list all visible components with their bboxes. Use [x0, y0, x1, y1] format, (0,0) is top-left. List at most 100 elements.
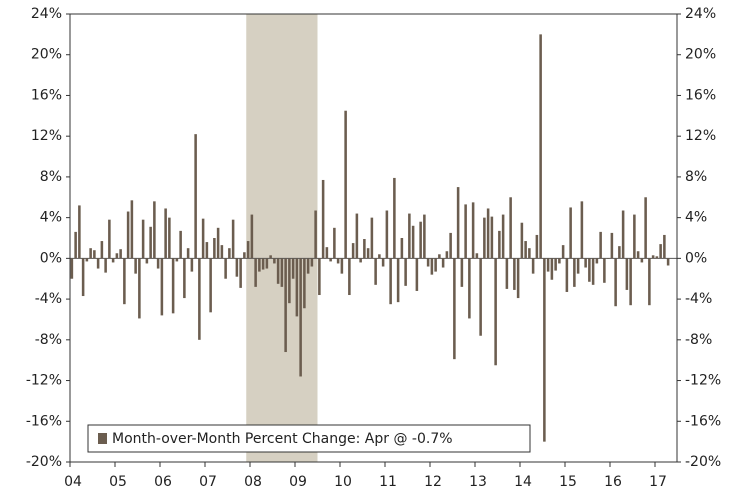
bar — [280, 258, 284, 287]
bar — [108, 219, 111, 259]
bar — [336, 258, 340, 264]
bar — [115, 253, 119, 259]
y-tick-label: -4% — [35, 291, 62, 307]
x-tick-label: 14 — [514, 474, 532, 490]
bar — [254, 258, 257, 287]
legend-swatch — [98, 433, 107, 444]
bar — [209, 258, 212, 313]
bar — [655, 256, 659, 259]
bar — [468, 258, 471, 319]
bar — [243, 252, 246, 259]
bar — [659, 244, 662, 259]
legend-label: Month-over-Month Percent Change: Apr @ -… — [112, 431, 453, 447]
y2-tick-label: -12% — [685, 373, 721, 389]
bar — [138, 258, 141, 319]
bar — [666, 258, 670, 266]
bar — [153, 201, 156, 259]
bar — [340, 258, 344, 274]
bar — [89, 248, 92, 259]
x-tick-label: 17 — [649, 474, 667, 490]
y-tick-label: 4% — [40, 210, 62, 226]
bar — [126, 211, 130, 259]
bar — [288, 258, 291, 304]
bar — [389, 258, 392, 305]
bar — [149, 226, 152, 259]
bar — [419, 221, 422, 259]
bar — [70, 258, 74, 279]
y-tick-label: 0% — [40, 250, 62, 266]
bar — [648, 258, 651, 306]
bar — [599, 231, 602, 259]
bar — [426, 258, 430, 267]
bar — [295, 258, 299, 317]
y2-tick-label: 8% — [685, 169, 707, 185]
bar — [348, 258, 351, 296]
bar — [588, 258, 591, 282]
bar — [561, 245, 565, 259]
bar — [509, 197, 512, 259]
bar — [573, 258, 576, 287]
plot-frame — [69, 13, 678, 463]
bar — [374, 258, 377, 285]
bar — [355, 213, 359, 259]
bar — [246, 241, 250, 259]
y2-tick-label: 24% — [685, 6, 716, 22]
bar — [546, 258, 550, 272]
bar — [471, 202, 475, 259]
legend: Month-over-Month Percent Change: Apr @ -… — [87, 424, 531, 453]
bar — [606, 258, 610, 259]
bar — [629, 258, 632, 306]
bar — [651, 255, 655, 259]
x-tick-label: 12 — [424, 474, 442, 490]
bar — [438, 254, 441, 259]
bar — [318, 258, 321, 296]
recession-shade — [246, 14, 318, 462]
bar — [145, 258, 149, 264]
bar — [408, 213, 411, 259]
bar — [321, 179, 325, 259]
bar — [325, 247, 329, 259]
bar — [306, 258, 310, 274]
bar — [111, 258, 115, 263]
bar — [445, 251, 449, 259]
bar — [276, 258, 280, 284]
bar — [220, 245, 224, 259]
bar — [93, 250, 96, 259]
bar — [415, 258, 419, 291]
bar — [96, 258, 100, 269]
bar — [250, 214, 254, 259]
bar — [74, 231, 77, 259]
bar — [633, 214, 636, 259]
x-tick-label: 16 — [604, 474, 622, 490]
bar — [198, 258, 201, 340]
bar — [299, 258, 302, 377]
bar — [404, 258, 407, 286]
bar — [543, 258, 546, 442]
bar — [228, 248, 231, 259]
bar — [434, 258, 437, 272]
bar — [625, 258, 629, 290]
y2-tick-label: 16% — [685, 87, 716, 103]
bar — [393, 177, 396, 259]
bar — [580, 201, 584, 259]
y2-tick-label: -20% — [685, 454, 721, 470]
bar — [516, 258, 520, 299]
bar — [644, 197, 647, 259]
bar — [453, 258, 456, 360]
x-tick-label: 07 — [199, 474, 217, 490]
bar — [591, 258, 595, 285]
bar — [201, 218, 205, 259]
bar — [614, 258, 617, 307]
bar — [265, 258, 269, 269]
bar — [558, 258, 561, 264]
bar — [231, 219, 235, 259]
y-tick-label: 8% — [40, 169, 62, 185]
bar — [190, 258, 194, 272]
bar — [636, 251, 640, 259]
bar — [501, 214, 505, 259]
bar — [310, 258, 314, 267]
x-tick-label: 11 — [379, 474, 397, 490]
bar — [269, 255, 272, 259]
bar — [554, 258, 557, 271]
bar — [258, 258, 261, 272]
